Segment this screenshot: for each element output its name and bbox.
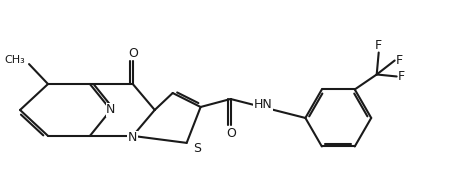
Text: F: F [396, 54, 403, 67]
Text: O: O [128, 47, 138, 60]
Text: F: F [398, 70, 405, 83]
Text: N: N [128, 131, 138, 144]
Text: F: F [375, 39, 382, 52]
Text: HN: HN [253, 98, 272, 111]
Text: N: N [106, 103, 115, 116]
Text: S: S [193, 142, 201, 155]
Text: O: O [226, 127, 237, 140]
Text: CH₃: CH₃ [4, 55, 25, 65]
